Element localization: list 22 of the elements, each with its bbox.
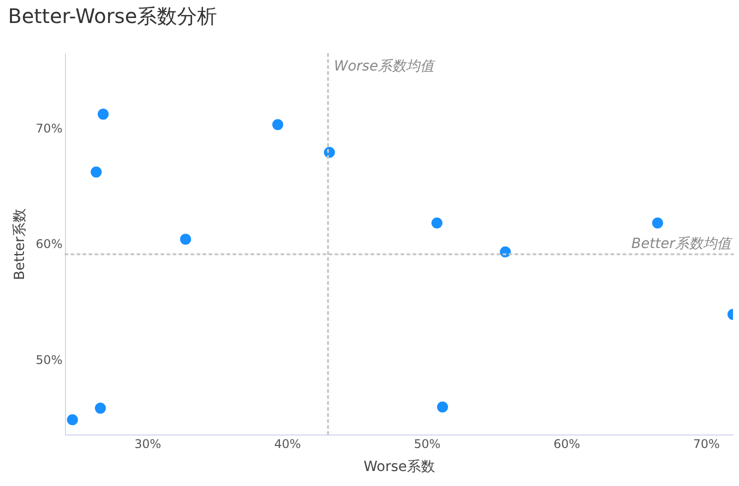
x-tick-label: 50% <box>414 437 440 452</box>
y-axis-title: Better系数 <box>12 208 28 280</box>
point <box>431 217 442 228</box>
point <box>94 402 106 414</box>
x-tick-label: 40% <box>274 437 301 452</box>
ref-line-label: Better系数均值 <box>631 236 733 252</box>
point <box>180 234 192 245</box>
point <box>437 402 448 413</box>
point <box>272 119 284 130</box>
point <box>652 217 664 228</box>
ref-line-label: Worse系数均值 <box>334 58 436 75</box>
x-tick-label: 70% <box>693 437 720 452</box>
x-tick-label: 30% <box>134 437 162 452</box>
x-axis-title: Worse系数 <box>364 459 435 476</box>
point <box>90 166 102 178</box>
point <box>98 108 109 120</box>
chart-title: Better-Worse系数分析 <box>8 4 218 28</box>
y-tick-label: 50% <box>36 352 62 367</box>
y-tick-label: 60% <box>36 237 62 252</box>
point <box>66 414 78 426</box>
y-tick-label: 70% <box>36 121 62 136</box>
x-tick-label: 60% <box>553 437 580 452</box>
